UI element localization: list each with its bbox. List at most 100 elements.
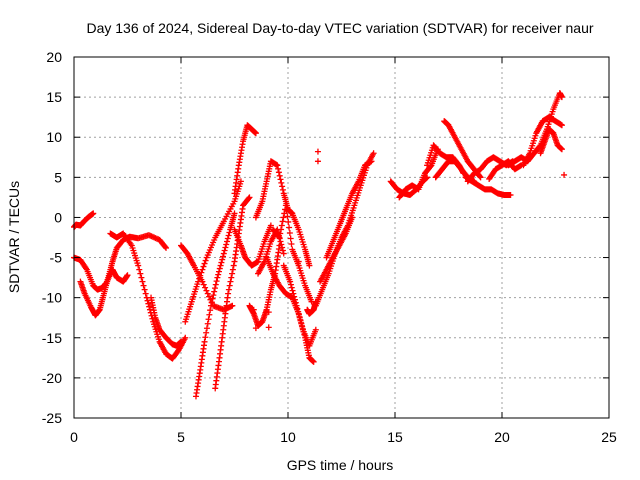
data-point [212,281,219,288]
data-point [286,229,293,236]
data-point [561,171,568,178]
data-point [286,224,293,231]
x-tick-label: 20 [494,429,510,445]
data-point [136,266,143,273]
data-point [145,300,152,307]
data-point [220,250,227,257]
data-point [225,286,232,293]
data-point [265,324,272,331]
data-point [222,244,229,251]
data-point [229,302,236,309]
data-point [312,326,319,333]
data-point [295,308,302,315]
y-tick-label: -5 [50,250,63,266]
data-point [252,130,259,137]
data-point [287,278,294,285]
data-point [202,284,209,291]
data-point [229,266,236,273]
data-point [202,257,209,264]
data-point [295,258,302,265]
data-point [288,284,295,291]
data-point [214,274,221,281]
axes: 0 5 10 15 20 25 -25 -20 -15 -10 -5 0 5 10 15 20 [42,49,617,445]
data-point [208,299,215,306]
data-point [140,282,147,289]
data-point [274,162,281,169]
data-point [275,165,282,172]
y-tick-label: 20 [46,49,62,65]
x-axis-label: GPS time / hours [287,457,394,473]
data-point [289,287,296,294]
data-point [275,169,282,176]
data-point [231,210,238,217]
data-point [213,278,220,285]
data-point [203,325,210,332]
data-point [314,158,321,165]
data-point [246,194,253,201]
data-point [278,222,285,229]
data-point [295,311,302,318]
y-axis-label: SDTVAR / TECUs [6,181,22,293]
data-point [207,302,214,309]
data-point [163,244,170,251]
data-point [477,174,484,181]
data-point [476,173,483,180]
data-point [211,288,218,295]
data-point [288,241,295,248]
data-point [558,146,565,153]
data-point [90,210,97,217]
data-point [293,302,300,309]
data-point [209,295,216,302]
data-point [139,278,146,285]
data-point [141,286,148,293]
data-point [206,293,213,300]
data-points [71,90,568,400]
data-point [216,265,223,272]
y-tick-label: 15 [46,89,62,105]
data-point [198,269,205,276]
data-point [427,163,434,170]
data-point [219,253,226,260]
data-point [283,207,290,214]
data-point [223,241,230,248]
y-tick-label: -20 [42,370,62,386]
data-point [507,191,514,198]
data-point [229,270,236,277]
data-point [202,334,209,341]
data-point [280,214,287,221]
data-point [204,290,211,297]
data-point [204,320,211,327]
data-point [195,278,202,285]
data-point [277,238,284,245]
data-point [279,186,286,193]
data-point [558,122,565,129]
data-point [276,172,283,179]
data-point [252,325,259,332]
data-point [279,218,286,225]
y-tick-label: 5 [54,169,62,185]
data-point [237,178,244,185]
data-point [162,243,169,250]
grid-lines [74,57,609,418]
data-point [279,247,286,254]
data-point [137,270,144,277]
data-point [298,320,305,327]
data-point [296,314,303,321]
data-point [245,195,252,202]
data-point [219,256,226,263]
data-point [228,274,235,281]
data-point [267,222,274,229]
data-point [280,250,287,257]
x-tick-label: 15 [387,429,403,445]
data-point [299,323,306,330]
data-point [370,150,377,157]
y-tick-label: 10 [46,129,62,145]
data-point [349,214,356,221]
data-point [290,290,297,297]
data-point [294,305,301,312]
data-point [250,306,257,313]
data-point [201,338,208,345]
data-point [83,265,90,272]
x-tick-label: 10 [280,429,296,445]
